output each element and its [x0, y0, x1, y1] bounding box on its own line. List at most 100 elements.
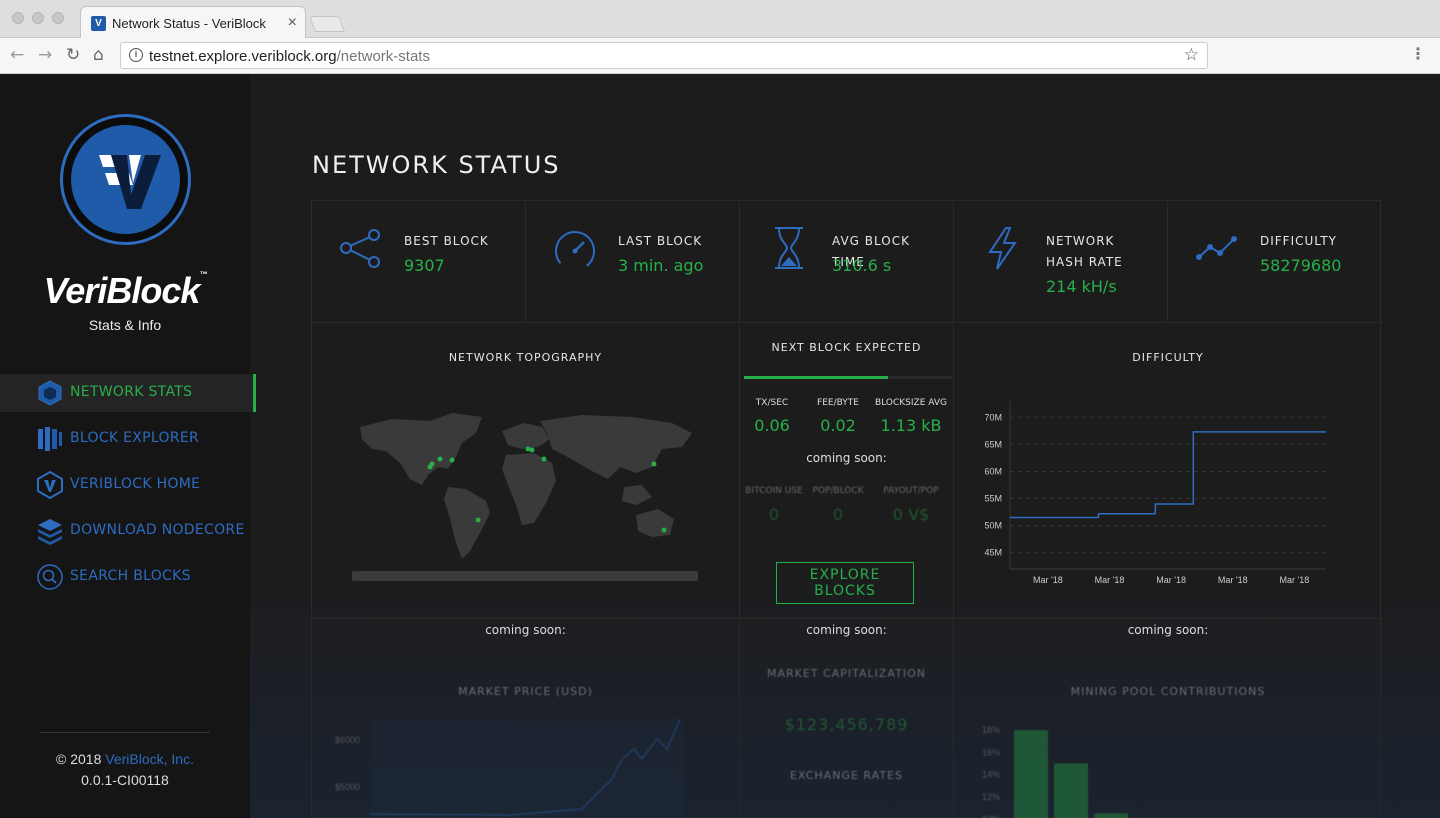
metric-label: BLOCKSIZE AVG [875, 398, 947, 408]
block-stack-icon [38, 427, 62, 451]
veriblock-inc-link[interactable]: VeriBlock, Inc. [105, 751, 194, 767]
x-tick-label: Mar '18 [1218, 575, 1248, 585]
home-icon[interactable]: ⌂ [93, 45, 104, 65]
panel-title: MARKET PRICE (USD) [458, 685, 593, 698]
layers-icon [38, 519, 62, 545]
forward-icon[interactable]: → [38, 45, 53, 65]
metric-label: FEE/BYTE [817, 398, 859, 408]
coming-soon-label: coming soon: [485, 623, 566, 637]
x-tick-label: Mar '18 [1280, 575, 1310, 585]
stat-value: 310.6 s [832, 256, 892, 275]
bookmark-star-icon[interactable]: ☆ [1183, 45, 1199, 65]
pool-bar [1014, 730, 1048, 818]
next-block-progress-fill [744, 376, 888, 379]
lightning-icon [988, 227, 1017, 270]
y-tick-label: 45M [984, 548, 1002, 558]
brand-subtitle: Stats & Info [88, 317, 162, 333]
next-block-progress-track [744, 376, 952, 379]
app-root: VeriBlock™ Stats & Info NETWORK STATS BL… [0, 74, 1440, 818]
coming-soon-label: coming soon: [806, 623, 887, 637]
window-minimize-button[interactable] [32, 12, 44, 24]
tab-close-icon[interactable]: × [287, 14, 297, 31]
site-info-icon[interactable]: i [129, 48, 143, 62]
browser-menu-icon[interactable]: ⋮ [1410, 44, 1426, 63]
stat-label: BEST BLOCK [404, 234, 489, 248]
address-bar[interactable]: i testnet.explore.veriblock.org/network-… [120, 42, 1208, 69]
stat-network-hash-rate: NETWORK HASH RATE 214 kH/s [954, 201, 1168, 323]
difficulty-series-line [1010, 431, 1326, 519]
price-plot-area [370, 719, 684, 818]
market-price-panel: coming soon: MARKET PRICE (USD) $6000 $50… [312, 619, 740, 818]
stat-label: NETWORK HASH RATE [1046, 234, 1123, 269]
window-maximize-button[interactable] [52, 12, 64, 24]
future-metric-label: POP/BLOCK [812, 486, 864, 496]
brand-trademark: ™ [199, 270, 207, 279]
stat-value: 3 min. ago [618, 256, 704, 275]
market-price-chart: $6000 $5000 [335, 719, 684, 818]
back-icon[interactable]: ← [10, 45, 25, 65]
version-label: 0.0.1-CI00118 [81, 772, 169, 788]
trend-line-icon [1196, 236, 1237, 260]
y-tick-label: $6000 [335, 735, 360, 745]
main-content: NETWORK STATUS BEST BLOCK 9307 LAST BLOC… [250, 74, 1440, 818]
search-icon [37, 564, 63, 590]
sidebar: VeriBlock™ Stats & Info NETWORK STATS BL… [0, 74, 256, 818]
tab-title: Network Status - VeriBlock [112, 16, 266, 31]
panel-title: NETWORK TOPOGRAPHY [448, 351, 603, 364]
x-tick-label: Mar '18 [1095, 575, 1125, 585]
y-tick-label: 16% [982, 747, 1000, 757]
next-block-panel: NEXT BLOCK EXPECTED TX/SEC 0.06 FEE/BYTE… [740, 323, 954, 619]
page-title: NETWORK STATUS [312, 151, 561, 179]
veriblock-logo-icon[interactable] [60, 114, 191, 245]
difficulty-chart-panel: DIFFICULTY 45M 50M 55M 60M 65M 70M Mar '18 Mar … [954, 323, 1382, 619]
stat-value: 58279680 [1260, 256, 1342, 275]
new-tab-button[interactable] [309, 16, 345, 32]
sidebar-item-label: VERIBLOCK HOME [70, 476, 201, 492]
difficulty-chart: 45M 50M 55M 60M 65M 70M Mar '18 Mar '18 Mar '18 M… [984, 401, 1326, 585]
explore-blocks-button[interactable]: EXPLORE BLOCKS [776, 562, 914, 604]
sidebar-item-veriblock-home[interactable]: VERIBLOCK HOME [0, 466, 256, 504]
copyright-prefix: © 2018 [56, 751, 106, 767]
mining-pool-panel: coming soon: MINING POOL CONTRIBUTIONS 1… [954, 619, 1382, 818]
y-tick-label: 14% [982, 770, 1000, 780]
reload-icon[interactable]: ↻ [66, 45, 81, 65]
sidebar-item-network-stats[interactable]: NETWORK STATS [0, 374, 256, 412]
y-tick-label: 18% [982, 725, 1000, 735]
browser-tab[interactable]: V Network Status - VeriBlock × [80, 6, 306, 39]
coming-soon-label: coming soon: [1127, 623, 1209, 637]
y-tick-label: $5000 [335, 782, 360, 792]
world-map [352, 413, 698, 581]
sidebar-item-download-nodecore[interactable]: DOWNLOAD NODECORE [0, 512, 256, 550]
price-series-line [369, 719, 681, 816]
sidebar-item-label: BLOCK EXPLORER [70, 430, 200, 446]
brand-name: VeriBlock [43, 270, 201, 311]
sidebar-item-label: NETWORK STATS [70, 384, 193, 400]
window-close-button[interactable] [12, 12, 24, 24]
url-path: /network-stats [336, 48, 430, 65]
sidebar-item-label: SEARCH BLOCKS [70, 568, 191, 584]
y-tick-label: 10% [982, 814, 1000, 818]
stat-avg-block-time: AVG BLOCK TIME 310.6 s [740, 201, 954, 323]
sidebar-item-block-explorer[interactable]: BLOCK EXPLORER [0, 420, 256, 458]
y-tick-label: 60M [984, 466, 1002, 476]
y-tick-label: 55M [984, 494, 1002, 504]
stat-value: 9307 [404, 256, 445, 275]
stat-value: 214 kH/s [1046, 277, 1117, 296]
future-metric-label: BITCOIN USE [745, 486, 803, 496]
logo-v-mark [99, 155, 161, 209]
x-tick-label: Mar '18 [1033, 575, 1063, 585]
mining-pool-chart: 18% 16% 14% 12% 10% [982, 725, 1128, 818]
network-topography-panel: NETWORK TOPOGRAPHY [312, 323, 740, 619]
stat-label: AVG BLOCK TIME [832, 234, 910, 269]
y-tick-label: 50M [984, 521, 1002, 531]
url-text[interactable]: testnet.explore.veriblock.org/network-st… [149, 48, 430, 65]
pool-bar [1054, 763, 1088, 818]
y-tick-label: 65M [984, 439, 1002, 449]
stat-last-block: LAST BLOCK 3 min. ago [526, 201, 740, 323]
y-tick-label: 70M [984, 412, 1002, 422]
future-metric-value: 0 V$ [892, 505, 930, 524]
sidebar-item-search-blocks[interactable]: SEARCH BLOCKS [0, 558, 256, 596]
metric-value: 0.02 [820, 416, 856, 435]
stat-best-block: BEST BLOCK 9307 [312, 201, 526, 323]
speedometer-icon [555, 231, 595, 271]
